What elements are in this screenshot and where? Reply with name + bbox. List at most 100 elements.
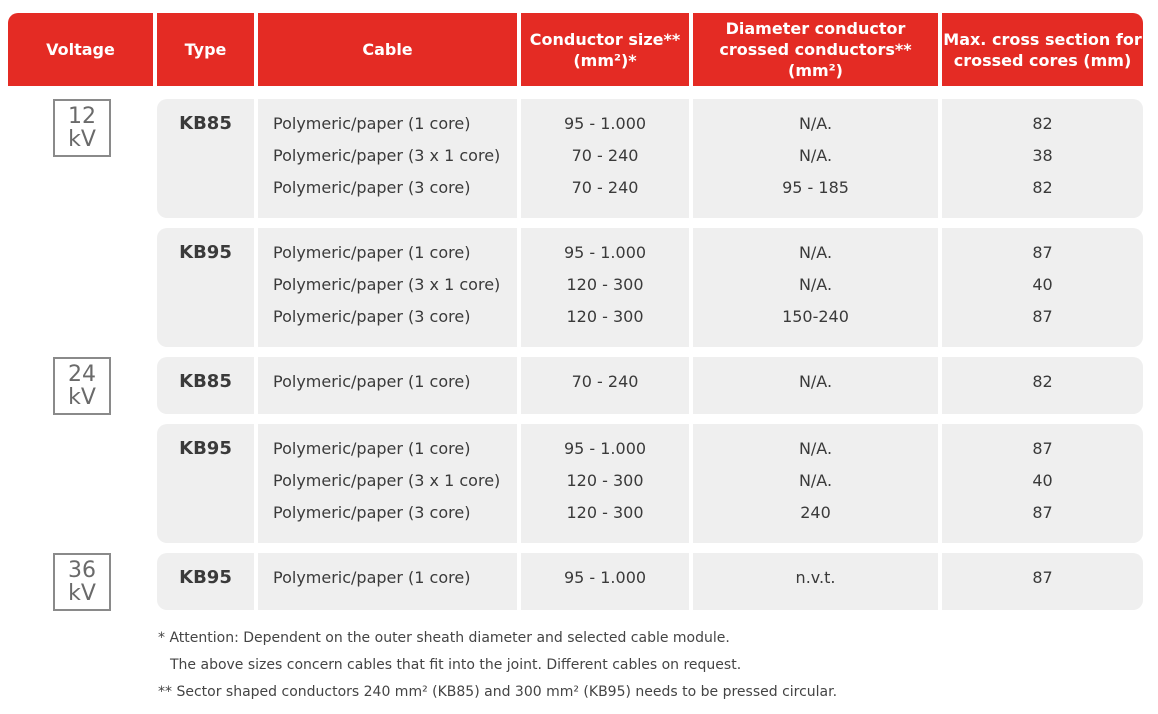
cell-text: N/A. — [798, 146, 833, 165]
voltage-text: kV — [68, 581, 96, 606]
cell-text: n.v.t. — [795, 568, 836, 587]
cell — [157, 357, 254, 414]
cell-text: 40 — [1032, 471, 1053, 490]
type-label: KB85 — [179, 113, 232, 134]
cell-text: N/A. — [798, 471, 833, 490]
type-label: KB95 — [179, 438, 232, 459]
cell — [521, 99, 689, 218]
table-block: KB85 Polymeric/paper (1 core) 95 - 1.000 N/… — [157, 99, 1143, 218]
voltage-box: 36 kV — [53, 553, 111, 611]
cell — [942, 228, 1143, 347]
header-cell: Diameter conductor crossed conductors** (… — [693, 13, 938, 86]
cell-text: 240 — [800, 503, 831, 522]
header-text: Diameter conductor — [725, 19, 906, 38]
cell — [942, 424, 1143, 543]
cell-text: 87 — [1032, 503, 1053, 522]
cell-text: 95 - 1.000 — [563, 439, 647, 458]
header-text: Voltage — [46, 40, 115, 59]
cell-text: N/A. — [798, 275, 833, 294]
header-text: crossed cores (mm) — [953, 50, 1132, 70]
header-text: Type — [184, 40, 227, 59]
type-label: KB95 — [179, 242, 232, 263]
cell — [521, 553, 689, 610]
voltage-text: 24 — [68, 362, 96, 387]
voltage-text: 12 — [68, 104, 96, 129]
table-block: KB95 Polymeric/paper (1 core) 95 - 1.000 N/… — [157, 424, 1143, 543]
cell-text: Polymeric/paper (1 core) — [273, 372, 471, 391]
cell-text: 82 — [1032, 114, 1053, 133]
cell-text: 95 - 185 — [782, 178, 849, 197]
cell-text: Polymeric/paper (3 x 1 core) — [273, 275, 501, 294]
type-label: KB85 — [179, 371, 232, 392]
header-cell: Max. cross section for crossed cores (mm) — [942, 13, 1143, 86]
cell — [258, 424, 517, 543]
cell-text: 70 - 240 — [571, 178, 639, 197]
cell-text: N/A. — [798, 439, 833, 458]
cell — [693, 553, 938, 610]
cell-text: 82 — [1032, 372, 1053, 391]
cell — [521, 357, 689, 414]
footnote: ** Sector shaped conductors 240 mm² (KB8… — [158, 684, 838, 700]
header-text: (mm²)* — [573, 50, 637, 70]
voltage-box: 12 kV — [53, 99, 111, 157]
cell-text: Polymeric/paper (3 core) — [273, 503, 471, 522]
cell — [258, 228, 517, 347]
cell-text: 120 - 300 — [566, 275, 644, 294]
cell-text: 40 — [1032, 275, 1053, 294]
cell-text: Polymeric/paper (1 core) — [273, 439, 471, 458]
cell — [942, 99, 1143, 218]
header-text: Cable — [362, 40, 413, 59]
table-block: KB95 Polymeric/paper (1 core) 95 - 1.000 N/… — [157, 228, 1143, 347]
header-text: Max. cross section for — [943, 29, 1142, 49]
cell-text: Polymeric/paper (3 x 1 core) — [273, 471, 501, 490]
cell-text: N/A. — [798, 243, 833, 262]
header-cell: Cable — [258, 13, 517, 86]
cell-text: 82 — [1032, 178, 1053, 197]
footnote: * Attention: Dependent on the outer shea… — [158, 630, 730, 646]
cell-text: 87 — [1032, 307, 1053, 326]
cell-text: Polymeric/paper (1 core) — [273, 243, 471, 262]
cell — [942, 553, 1143, 610]
cell-text: 87 — [1032, 568, 1053, 587]
cell-text: 120 - 300 — [566, 471, 644, 490]
cell-text: N/A. — [798, 372, 833, 391]
cell-text: Polymeric/paper (1 core) — [273, 114, 471, 133]
cell-text: 120 - 300 — [566, 503, 644, 522]
cell-text: 87 — [1032, 439, 1053, 458]
cell — [258, 553, 517, 610]
header-cell: Type — [157, 13, 254, 86]
cell — [157, 228, 254, 347]
header-text: crossed conductors** (mm²) — [719, 40, 912, 80]
voltage-text: 36 — [68, 558, 96, 583]
cell — [693, 357, 938, 414]
cell-text: Polymeric/paper (3 core) — [273, 307, 471, 326]
cell — [157, 553, 254, 610]
cell — [258, 357, 517, 414]
cell — [942, 357, 1143, 414]
footnote: The above sizes concern cables that fit … — [170, 657, 742, 673]
cell — [693, 424, 938, 543]
cell-text: 120 - 300 — [566, 307, 644, 326]
cell — [521, 424, 689, 543]
cell-text: Polymeric/paper (3 core) — [273, 178, 471, 197]
table-block: KB85 Polymeric/paper (1 core) 70 - 240 N/A.… — [157, 357, 1143, 414]
cell-text: N/A. — [798, 114, 833, 133]
cell — [693, 228, 938, 347]
cell-text: 95 - 1.000 — [563, 114, 647, 133]
cell — [157, 424, 254, 543]
voltage-text: kV — [68, 385, 96, 410]
cell — [693, 99, 938, 218]
header-text: Conductor size** — [529, 29, 681, 49]
cell — [157, 99, 254, 218]
cell-text: 70 - 240 — [571, 372, 639, 391]
header-cell: Conductor size** (mm²)* — [521, 13, 689, 86]
type-label: KB95 — [179, 567, 232, 588]
cell-text: 150-240 — [782, 307, 849, 326]
cell-text: Polymeric/paper (3 x 1 core) — [273, 146, 501, 165]
table-block: KB95 Polymeric/paper (1 core) 95 - 1.000 n.… — [157, 553, 1143, 610]
cell-text: 38 — [1032, 146, 1053, 165]
cell-text: Polymeric/paper (1 core) — [273, 568, 471, 587]
voltage-box: 24 kV — [53, 357, 111, 415]
cell — [521, 228, 689, 347]
